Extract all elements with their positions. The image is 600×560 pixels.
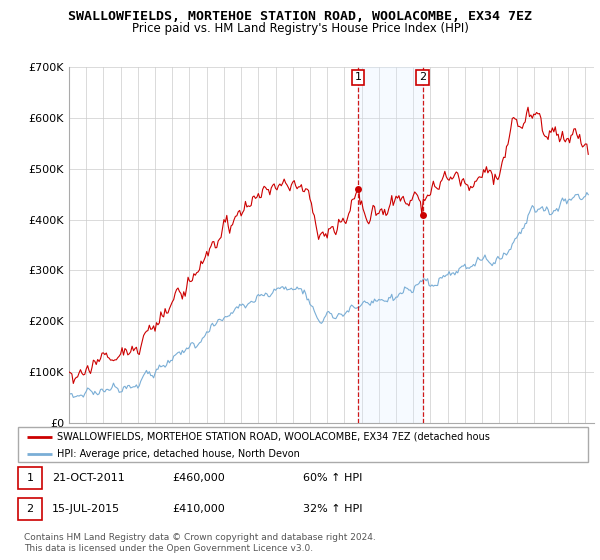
Text: 60% ↑ HPI: 60% ↑ HPI: [303, 473, 362, 483]
Text: SWALLOWFIELDS, MORTEHOE STATION ROAD, WOOLACOMBE, EX34 7EZ (detached hous: SWALLOWFIELDS, MORTEHOE STATION ROAD, WO…: [57, 432, 490, 442]
Text: Price paid vs. HM Land Registry's House Price Index (HPI): Price paid vs. HM Land Registry's House …: [131, 22, 469, 35]
Text: 15-JUL-2015: 15-JUL-2015: [52, 504, 121, 514]
Bar: [18, 466, 42, 489]
Text: 21-OCT-2011: 21-OCT-2011: [52, 473, 125, 483]
Text: 1: 1: [355, 72, 362, 82]
Text: Contains HM Land Registry data © Crown copyright and database right 2024.
This d: Contains HM Land Registry data © Crown c…: [24, 533, 376, 553]
Bar: [358, 67, 422, 423]
Text: SWALLOWFIELDS, MORTEHOE STATION ROAD, WOOLACOMBE, EX34 7EZ: SWALLOWFIELDS, MORTEHOE STATION ROAD, WO…: [68, 10, 532, 23]
Text: 2: 2: [26, 504, 34, 514]
Bar: [18, 498, 42, 520]
Text: 2: 2: [419, 72, 426, 82]
Text: £460,000: £460,000: [172, 473, 224, 483]
Text: 1: 1: [26, 473, 34, 483]
Text: HPI: Average price, detached house, North Devon: HPI: Average price, detached house, Nort…: [57, 449, 299, 459]
Text: 32% ↑ HPI: 32% ↑ HPI: [303, 504, 362, 514]
Text: £410,000: £410,000: [172, 504, 224, 514]
